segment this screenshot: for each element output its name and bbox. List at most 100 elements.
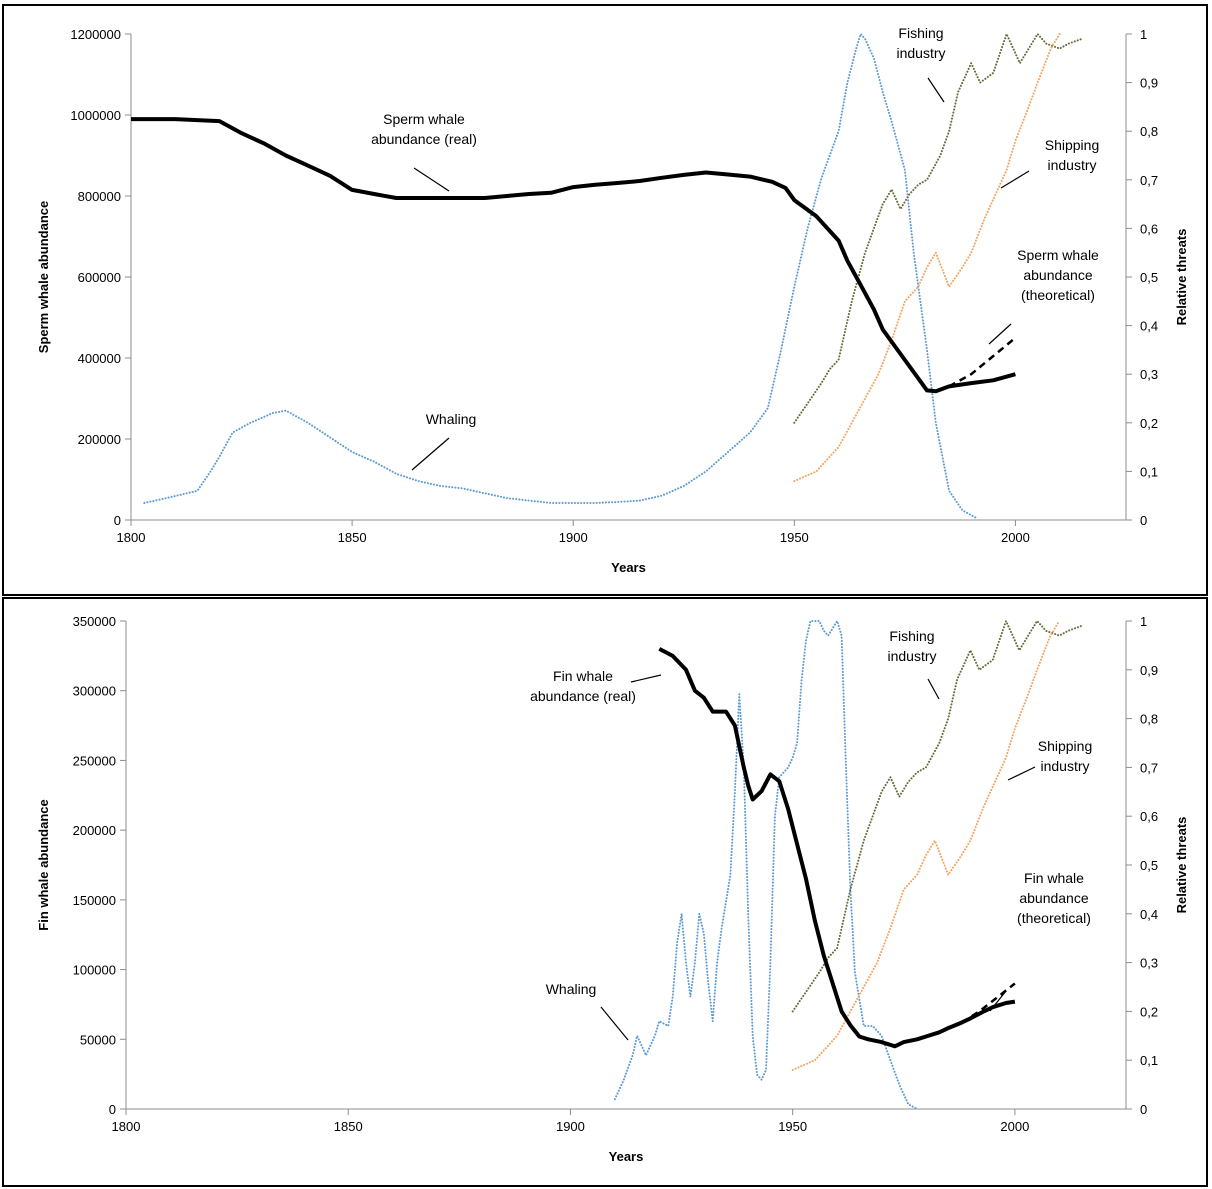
y-tick-label: 350000 [73, 614, 116, 629]
y-tick-label: 0 [109, 1102, 116, 1117]
y-axis-title: Fin whale abundance [36, 799, 51, 930]
x-tick-label: 1800 [117, 530, 146, 545]
y2-tick-label: 0,4 [1140, 319, 1158, 334]
whaling-label-text: Whaling [426, 411, 477, 427]
fin-whale-abundance-theoretical-line [960, 982, 1016, 1024]
fin-whale-abundance-theoretical-leader-line [989, 990, 1007, 1012]
y-tick-label: 200000 [78, 432, 121, 447]
fin-whale-abundance-theoretical-label-text: Fin whale abundance (theoretical) [1017, 870, 1091, 926]
fishing-industry-leader-line [927, 678, 940, 700]
whaling-line [143, 33, 977, 519]
y2-tick-label: 0 [1140, 513, 1147, 528]
shipping-industry-label-text: Shipping industry [1038, 738, 1093, 774]
x-tick-label: 2000 [1000, 1119, 1029, 1134]
y2-tick-label: 1 [1140, 27, 1147, 42]
shipping-industry-leader-line [1007, 766, 1036, 781]
y2-tick-label: 0,6 [1140, 221, 1158, 236]
shipping-industry-label: Shipping industry [1007, 738, 1093, 781]
y2-tick-label: 0,1 [1140, 1053, 1158, 1068]
sperm-whale-abundance-theoretical-label-text: Sperm whale abundance (theoretical) [1017, 247, 1099, 303]
fin-whale-chart-panel: 1800 1850 1900 1950 2000 0 50000 100000 150000 20… [2, 597, 1208, 1187]
y2-axis-title: Relative threats [1174, 229, 1189, 326]
y2-tick-label: 0,7 [1140, 173, 1158, 188]
y2-tick-label: 0,5 [1140, 858, 1158, 873]
fin-whale-abundance-real-label-text: Fin whale abundance (real) [530, 668, 636, 704]
y-tick-label: 600000 [78, 270, 121, 285]
x-tick-label: 1900 [556, 1119, 585, 1134]
fin-whale-chart: 1800 1850 1900 1950 2000 0 50000 100000 150000 20… [36, 614, 1189, 1164]
y2-tick-label: 0,2 [1140, 416, 1158, 431]
y-tick-label: 1200000 [70, 27, 121, 42]
whaling-leader-line [411, 437, 450, 471]
y2-tick-label: 0,3 [1140, 367, 1158, 382]
y-tick-label: 1000000 [70, 108, 121, 123]
sperm-whale-abundance-real-line [131, 117, 1016, 394]
y-tick-label: 150000 [73, 893, 116, 908]
sperm-whale-abundance-real-label: Sperm whale abundance (real) [371, 111, 477, 192]
whaling-label-text: Whaling [546, 981, 597, 997]
sperm-whale-abundance-real-label-text: Sperm whale abundance (real) [371, 111, 477, 147]
y2-tick-label: 0,2 [1140, 1004, 1158, 1019]
fin-whale-abundance-real-label: Fin whale abundance (real) [530, 668, 662, 704]
y2-tick-label: 0,3 [1140, 956, 1158, 971]
y2-tick-label: 0,1 [1140, 464, 1158, 479]
y2-tick-label: 0,4 [1140, 907, 1158, 922]
y2-tick-label: 0,9 [1140, 76, 1158, 91]
y2-tick-label: 0,5 [1140, 270, 1158, 285]
shipping-industry-leader-line [1000, 170, 1030, 189]
x-tick-label: 2000 [1001, 530, 1030, 545]
fishing-industry-label: Fishing industry [896, 25, 946, 103]
shipping-industry-label: Shipping industry [1000, 137, 1100, 189]
y2-tick-label: 0,8 [1140, 124, 1158, 139]
y-tick-label: 250000 [73, 753, 116, 768]
fin-annotations: Fin whale abundance (real) Fin whale abunda… [530, 628, 1093, 1041]
sperm-whale-abundance-theoretical-line [948, 336, 1017, 388]
fin-series [613, 620, 1083, 1110]
y2-tick-label: 0,8 [1140, 712, 1158, 727]
sperm-whale-chart-panel: 1800 1850 1900 1950 2000 0 200000 400000 600000 8… [2, 4, 1208, 596]
fin-whale-abundance-real-line [658, 647, 1016, 1049]
y2-tick-label: 1 [1140, 614, 1147, 629]
x-tick-label: 1850 [338, 530, 367, 545]
fishing-industry-leader-line [927, 77, 945, 103]
x-tick-label: 1900 [559, 530, 588, 545]
sperm-whale-abundance-theoretical-leader-line [988, 323, 1012, 345]
y2-axis-title: Relative threats [1174, 817, 1189, 914]
fin-whale-abundance-theoretical-label: Fin whale abundance (theoretical) [989, 870, 1091, 1012]
y-tick-label: 200000 [73, 823, 116, 838]
y-axis-title: Sperm whale abundance [36, 201, 51, 353]
sperm-annotations: Sperm whale abundance (real) Sperm whale ab… [371, 25, 1100, 471]
x-tick-label: 1800 [112, 1119, 141, 1134]
shipping-industry-line [793, 33, 1061, 483]
x-axis-title: Years [609, 1149, 644, 1164]
x-tick-label: 1950 [778, 1119, 807, 1134]
y-tick-label: 400000 [78, 351, 121, 366]
shipping-industry-line [791, 620, 1061, 1071]
fishing-industry-line [793, 33, 1083, 424]
fishing-industry-label-text: Fishing industry [887, 628, 936, 664]
y2-tick-label: 0,7 [1140, 760, 1158, 775]
fishing-industry-label-text: Fishing industry [896, 25, 945, 61]
x-tick-label: 1850 [334, 1119, 363, 1134]
sperm-whale-abundance-real-leader-line [413, 167, 450, 192]
whaling-leader-line [600, 1006, 629, 1041]
x-tick-label: 1950 [780, 530, 809, 545]
y-tick-label: 50000 [80, 1032, 116, 1047]
sperm-axes: 1800 1850 1900 1950 2000 0 200000 400000 600000 8… [36, 27, 1189, 575]
whaling-label: Whaling [546, 981, 629, 1041]
sperm-series [131, 33, 1083, 519]
y-tick-label: 100000 [73, 963, 116, 978]
shipping-industry-label-text: Shipping industry [1045, 137, 1100, 173]
y-tick-label: 0 [114, 513, 121, 528]
y-tick-label: 300000 [73, 684, 116, 699]
fishing-industry-label: Fishing industry [887, 628, 940, 700]
x-axis-title: Years [611, 560, 646, 575]
whaling-line [613, 620, 919, 1110]
sperm-whale-abundance-theoretical-label: Sperm whale abundance (theoretical) [988, 247, 1099, 345]
y-tick-label: 800000 [78, 189, 121, 204]
fin-whale-abundance-real-leader-line [630, 674, 662, 683]
y2-tick-label: 0,9 [1140, 663, 1158, 678]
fishing-industry-line [791, 620, 1083, 1013]
fin-axes: 1800 1850 1900 1950 2000 0 50000 100000 150000 20… [36, 614, 1189, 1164]
whaling-label: Whaling [411, 411, 477, 471]
